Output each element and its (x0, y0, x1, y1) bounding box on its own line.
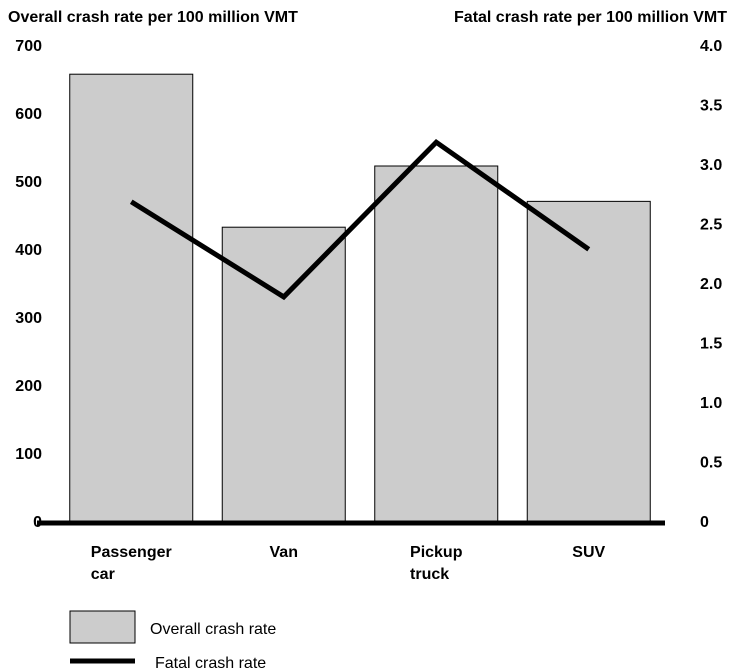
bar (374, 165, 499, 524)
y2-tick-label: 1.0 (700, 395, 722, 412)
y2-tick-label: 3.0 (700, 157, 722, 174)
legend-label: Fatal crash rate (155, 655, 266, 672)
x-tick-label: Pickup truck (410, 544, 463, 583)
y-tick-label: 700 (15, 38, 42, 55)
x-tick-label: SUV (572, 544, 605, 561)
y2-tick-label: 4.0 (700, 38, 722, 55)
bar (221, 226, 346, 524)
y2-tick-label: 0 (700, 514, 709, 531)
line (129, 138, 591, 301)
y-tick-label: 100 (15, 446, 42, 463)
y2-tick-label: 0.5 (700, 455, 722, 472)
y-axis-title: Overall crash rate per 100 million VMT (8, 9, 298, 26)
y2-tick-label: 2.5 (700, 217, 722, 234)
y2-tick-label: 2.0 (700, 276, 722, 293)
y2-tick-label: 3.5 (700, 98, 722, 115)
x-tick-label: Passenger car (91, 544, 172, 583)
y2-tick-label: 1.5 (700, 336, 722, 353)
y2-axis-title: Fatal crash rate per 100 million VMT (454, 9, 727, 26)
y-tick-label: 600 (15, 106, 42, 123)
x-tick-label: Van (270, 544, 298, 561)
y-tick-label: 300 (15, 310, 42, 327)
legend-label: Overall crash rate (150, 621, 276, 638)
y-tick-label: 400 (15, 242, 42, 259)
y-tick-label: 500 (15, 174, 42, 191)
bar (526, 200, 651, 524)
y-tick-label: 200 (15, 378, 42, 395)
bar (69, 73, 194, 524)
legend-swatch (69, 610, 136, 644)
